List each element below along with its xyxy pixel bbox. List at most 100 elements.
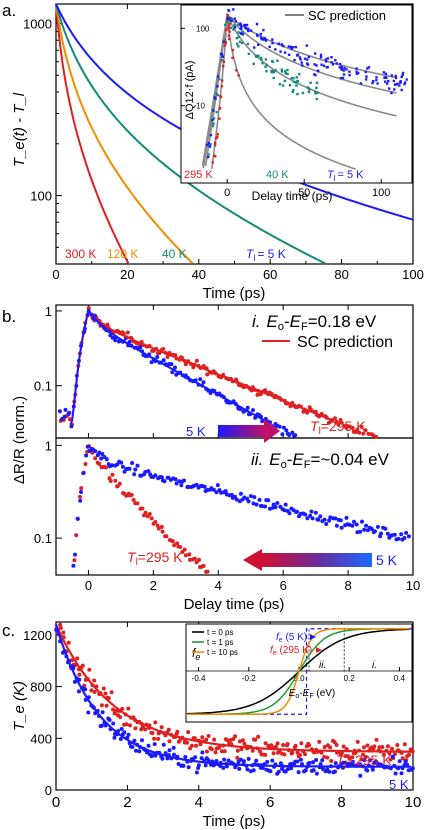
inset-a-point xyxy=(383,76,386,79)
panel-b-bottom-point xyxy=(159,524,164,529)
inset-a-point xyxy=(390,91,393,95)
panel-b-bottom-point xyxy=(295,509,299,514)
panel-b-bottom-point xyxy=(305,516,310,521)
panel-b-top-point xyxy=(245,405,250,410)
inset-a-point xyxy=(364,70,367,74)
inset-a-point xyxy=(393,83,397,86)
panel-c-point xyxy=(128,723,132,728)
inset-a-point xyxy=(316,69,320,72)
panel-b-bottom-point xyxy=(79,486,84,491)
inset-a-point xyxy=(246,42,250,46)
panel-b-top-point xyxy=(288,404,293,409)
panel-c-point xyxy=(250,748,255,753)
panel-b-bottom-point xyxy=(140,506,145,511)
panel-b-curves xyxy=(69,308,333,426)
inset-a-point xyxy=(227,27,230,30)
inset-a-point xyxy=(325,66,328,69)
inset-a-point xyxy=(262,38,265,41)
inset-a-point xyxy=(303,57,307,60)
inset-a-point xyxy=(225,20,229,23)
panel-b-top-point xyxy=(69,424,74,429)
inset-a-point xyxy=(294,45,298,49)
panel-a-ylabel: T_e(t) - T_l xyxy=(11,92,28,167)
panel-b-bottom-point xyxy=(214,490,219,495)
inset-a-point xyxy=(334,59,337,62)
panel-c-point xyxy=(233,765,238,770)
panel-b-bottom-point xyxy=(372,529,377,534)
panel-c-point xyxy=(334,743,339,747)
panel-b-bottom-point xyxy=(143,510,148,515)
panel-c-curves xyxy=(54,624,412,768)
panel-b-bottom-point xyxy=(71,563,76,568)
inset-a-point xyxy=(315,64,318,67)
inset-a-point xyxy=(300,61,303,64)
inset-a-point xyxy=(261,62,264,65)
panel-c-point xyxy=(322,754,327,759)
panel-b-top-point xyxy=(281,425,286,430)
inset-a-point xyxy=(239,32,243,35)
panel-b-bottom-point xyxy=(406,534,411,539)
panel-b-bottom-point xyxy=(104,457,109,462)
panel-b-top-curve-1 xyxy=(69,308,268,426)
panel-c-point xyxy=(358,773,363,778)
panel-b-top-point xyxy=(374,434,379,439)
panel-b-bottom-point xyxy=(333,516,338,521)
panel-c-point xyxy=(407,752,411,757)
panel-c-point xyxy=(199,756,204,761)
inset-a-point xyxy=(295,76,298,79)
panel-b-bottom-point xyxy=(266,498,271,503)
panel-c-point xyxy=(72,679,77,684)
inset-a-point xyxy=(260,58,263,61)
panel-b-bottom-point xyxy=(211,487,216,492)
panel-c-point xyxy=(101,686,106,691)
panel-c-point xyxy=(103,691,108,696)
inset-a-point xyxy=(400,88,403,92)
panel-b-top-point xyxy=(366,431,371,436)
panel-c-point xyxy=(303,768,308,773)
inset-a-point xyxy=(330,61,333,64)
panel-c-point xyxy=(276,769,281,774)
panel-b-bottom-point xyxy=(164,534,169,539)
inset-a-point xyxy=(218,78,221,81)
panel-c-point xyxy=(77,672,82,677)
panel-c-point xyxy=(295,759,300,764)
panel-c-point xyxy=(172,752,176,757)
panel-c-point xyxy=(359,757,364,762)
panel-c-point xyxy=(119,727,124,731)
panel-c-point xyxy=(194,743,198,748)
panel-c-point xyxy=(386,744,390,749)
panel-c-point xyxy=(393,771,398,776)
panel-b-bottom-point xyxy=(283,502,288,507)
inset-a-point xyxy=(212,109,215,112)
panel-c-point xyxy=(200,750,205,755)
inset-a-point xyxy=(384,72,388,75)
panel-c-point xyxy=(242,759,246,764)
panel-c-point xyxy=(175,729,180,734)
inset-a-point xyxy=(286,72,289,76)
inset-a-point xyxy=(235,36,239,40)
inset-a-point xyxy=(314,92,317,95)
panel-a-curve-2 xyxy=(55,3,326,265)
inset-a-point xyxy=(226,17,229,20)
panel-c-point xyxy=(206,758,211,763)
panel-b-bottom-point xyxy=(399,532,404,537)
panel-c-point xyxy=(221,765,226,770)
panel-b-bottom-point xyxy=(327,518,332,523)
panel-b-top-point xyxy=(174,372,179,377)
inset-a-point xyxy=(405,78,408,81)
inset-a-point xyxy=(301,64,304,67)
panel-b-top-point xyxy=(293,433,298,438)
panel-c-point xyxy=(327,769,332,774)
panel-b-bottom-point xyxy=(282,508,287,513)
panel-b-top-point xyxy=(255,392,260,397)
inset-a-x-tick-label: 0 xyxy=(224,187,230,199)
panel-b-top-label-5k: 5 K xyxy=(186,424,206,439)
inset-a-point xyxy=(292,88,295,92)
panel-c-y-tick-label: 400 xyxy=(30,731,52,746)
panel-b-top-arrow-head xyxy=(264,419,280,443)
panel-c-point xyxy=(92,690,97,694)
inset-a-point xyxy=(307,90,311,94)
inset-a-point xyxy=(247,29,250,33)
panel-c-point xyxy=(153,753,158,758)
panel-c-point xyxy=(395,743,400,747)
